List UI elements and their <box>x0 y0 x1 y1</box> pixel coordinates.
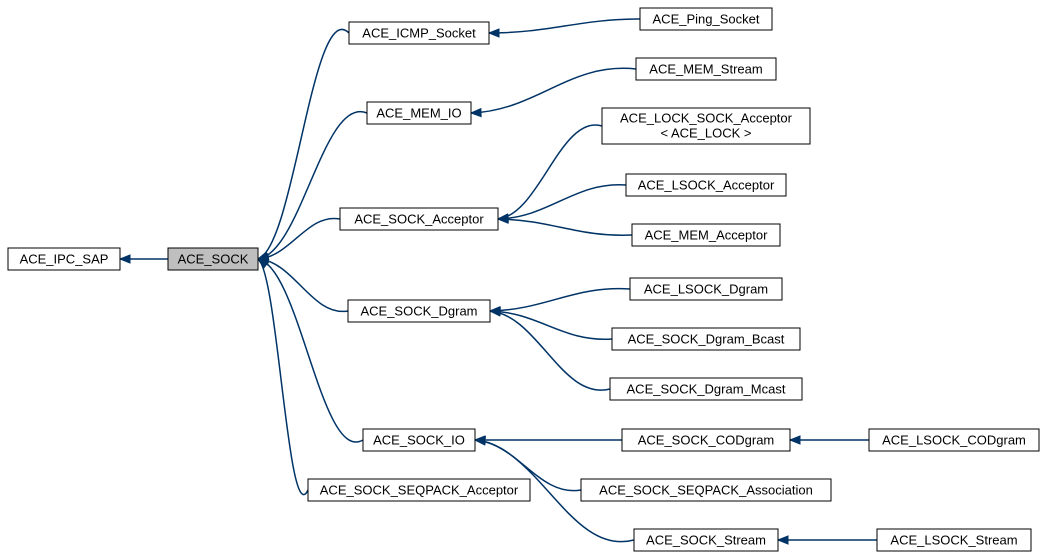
node-lsock_dgram[interactable]: ACE_LSOCK_Dgram <box>630 278 782 300</box>
edge-dgram_mcast-to-sock_dgram <box>490 311 610 390</box>
edge-dgram_bcast-to-sock_dgram <box>490 311 612 339</box>
node-sock_acc[interactable]: ACE_SOCK_Acceptor <box>340 208 498 230</box>
edge-lsock_acc-to-sock_acc <box>498 185 626 219</box>
node-lsock_str[interactable]: ACE_LSOCK_Stream <box>877 529 1031 551</box>
node-mem_stream[interactable]: ACE_MEM_Stream <box>636 58 776 80</box>
edge-lsock_dgram-to-sock_dgram <box>490 289 630 311</box>
edge-mem_acc-to-sock_acc <box>498 219 632 235</box>
edge-icmp-to-sock <box>258 29 349 259</box>
node-codgram[interactable]: ACE_SOCK_CODgram <box>622 429 790 451</box>
node-dgram_mcast[interactable]: ACE_SOCK_Dgram_Mcast <box>610 378 802 400</box>
inheritance-diagram: ACE_IPC_SAP ACE_SOCK ACE_ICMP_Socket ACE_ME… <box>0 0 1049 560</box>
node-ipc_sap[interactable]: ACE_IPC_SAP <box>8 248 120 270</box>
arrowhead <box>778 536 788 544</box>
node-sock_dgram[interactable]: ACE_SOCK_Dgram <box>348 300 490 322</box>
node-ping[interactable]: ACE_Ping_Socket <box>640 8 772 30</box>
node-seq_acc[interactable]: ACE_SOCK_SEQPACK_Acceptor <box>308 479 530 501</box>
nodes-layer: ACE_IPC_SAP ACE_SOCK ACE_ICMP_Socket ACE_ME… <box>8 8 1039 551</box>
node-lsock_acc[interactable]: ACE_LSOCK_Acceptor <box>626 174 786 196</box>
arrowhead <box>475 437 485 445</box>
edge-mem_stream-to-mem_io <box>471 68 636 113</box>
edge-seq_acc-to-sock <box>258 259 308 495</box>
node-lsock_cod[interactable]: ACE_LSOCK_CODgram <box>869 429 1039 451</box>
arrowhead <box>490 308 500 316</box>
node-lock_acc[interactable]: ACE_LOCK_SOCK_Acceptor< ACE_LOCK > <box>602 108 810 144</box>
node-seq_assoc[interactable]: ACE_SOCK_SEQPACK_Association <box>581 479 831 501</box>
arrowhead <box>489 29 499 37</box>
arrowhead <box>471 109 481 117</box>
node-mem_io[interactable]: ACE_MEM_IO <box>367 102 471 124</box>
arrowhead <box>790 436 800 444</box>
node-sock_stream[interactable]: ACE_SOCK_Stream <box>634 529 778 551</box>
node-sock[interactable]: ACE_SOCK <box>168 248 258 270</box>
node-sock_io[interactable]: ACE_SOCK_IO <box>363 429 475 451</box>
edge-sock_io-to-sock <box>258 259 363 442</box>
node-mem_acc[interactable]: ACE_MEM_Acceptor <box>632 224 780 246</box>
node-dgram_bcast[interactable]: ACE_SOCK_Dgram_Bcast <box>612 328 800 350</box>
arrowhead <box>120 255 130 263</box>
node-icmp[interactable]: ACE_ICMP_Socket <box>349 22 489 44</box>
edge-ping-to-icmp <box>489 19 640 33</box>
